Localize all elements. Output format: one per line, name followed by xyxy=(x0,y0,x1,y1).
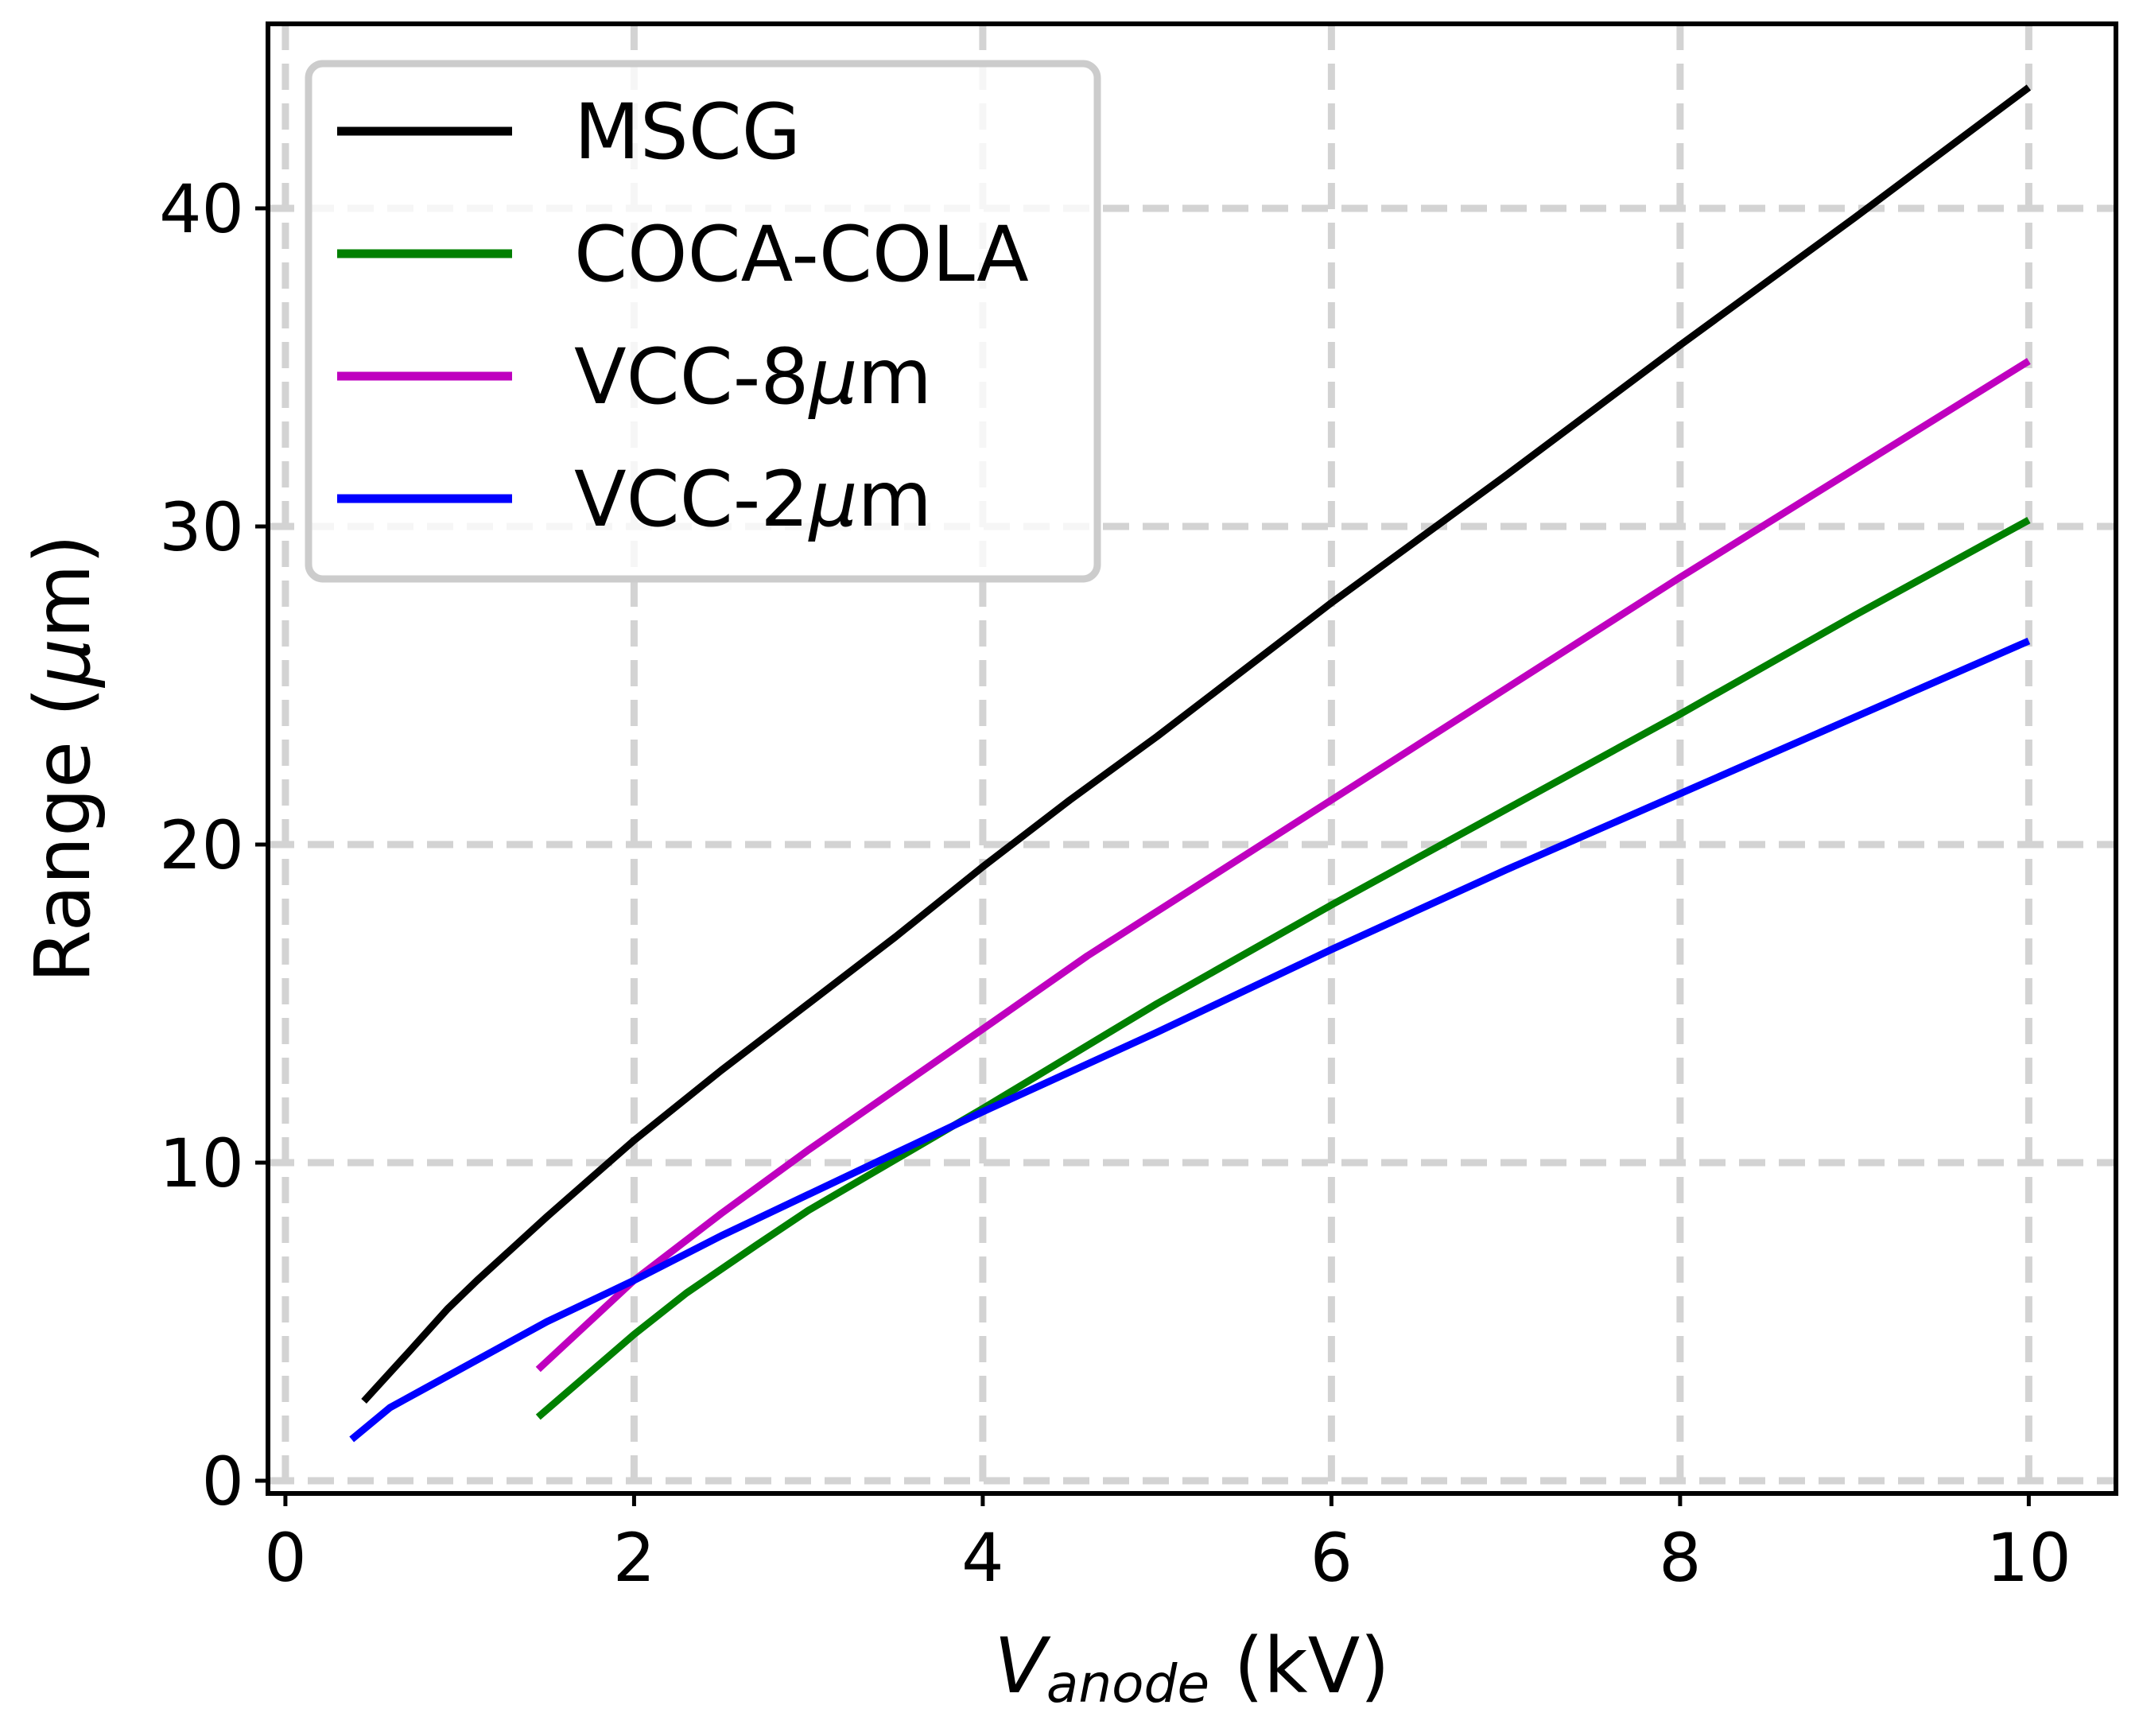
legend-label-main: MSCG xyxy=(574,87,801,177)
y-tick-label: 20 xyxy=(159,806,244,884)
legend-label-main: VCC-8 xyxy=(574,332,809,421)
y-tick-label: 10 xyxy=(159,1124,244,1202)
y-tick-label: 0 xyxy=(202,1443,244,1520)
legend-label: VCC-8μm xyxy=(574,332,932,421)
x-tick-label: 6 xyxy=(1310,1519,1353,1597)
x-tick-label: 4 xyxy=(961,1519,1004,1597)
x-tick-label: 8 xyxy=(1659,1519,1701,1597)
y-axis-title-main: Range ( xyxy=(18,687,107,983)
x-tick-label: 2 xyxy=(613,1519,655,1597)
legend-label-mu: μ xyxy=(807,455,857,544)
y-tick-label: 30 xyxy=(159,488,244,566)
legend-label-main: VCC-2 xyxy=(574,455,809,544)
legend-label: VCC-2μm xyxy=(574,455,932,544)
x-tick-label: 10 xyxy=(1986,1519,2071,1597)
legend-label-rest: m xyxy=(858,455,933,544)
legend-label: MSCG xyxy=(574,87,801,177)
legend-label-mu: μ xyxy=(807,332,857,421)
x-axis-title-main: V xyxy=(994,1621,1051,1711)
x-axis-title-subscript: anode xyxy=(1046,1653,1209,1715)
range-vs-anode-voltage-chart: 0 2 4 6 8 10010203040 MSCGCOCA-COLAVCC-8μmVCC… xyxy=(0,0,2139,1736)
legend-label-main: COCA-COLA xyxy=(574,210,1029,299)
y-tick-label: 40 xyxy=(159,170,244,248)
y-axis-title: Range (μm) xyxy=(18,534,107,983)
x-axis-title-unit: (kV) xyxy=(1209,1621,1390,1711)
y-axis-title-rest: m) xyxy=(18,534,107,639)
x-tick-label: 0 xyxy=(264,1519,306,1597)
legend-label-rest: m xyxy=(858,332,933,421)
y-axis-title-mu: μ xyxy=(18,639,107,689)
legend-label: COCA-COLA xyxy=(574,210,1029,299)
